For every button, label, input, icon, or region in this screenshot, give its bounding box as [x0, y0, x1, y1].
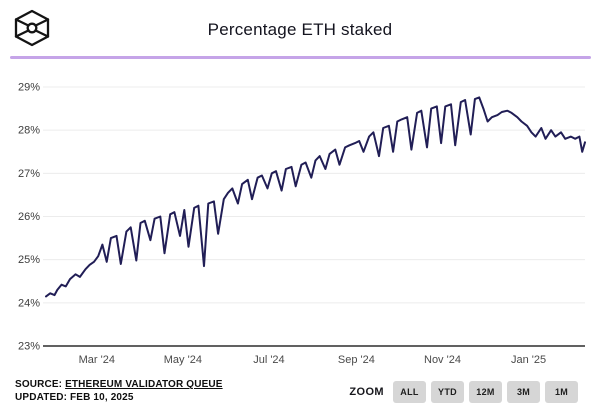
y-tick-label: 25%: [18, 254, 40, 266]
y-tick-label: 23%: [18, 341, 40, 353]
page-title: Percentage ETH staked: [207, 20, 393, 39]
eth-staked-line-chart[interactable]: 23% 24% 25% 26% 27% 28% 29% Mar '24 May '24 Jul '…: [0, 60, 600, 375]
zoom-controls: ZOOM ALL YTD 12M 3M 1M: [349, 381, 578, 403]
y-tick-label: 28%: [18, 125, 40, 137]
zoom-button-all[interactable]: ALL: [393, 381, 426, 403]
x-tick-label: Sep '24: [338, 354, 375, 366]
source-block: SOURCE: ETHEREUM VALIDATOR QUEUE UPDATED…: [15, 379, 223, 404]
y-tick-label: 24%: [18, 297, 40, 309]
x-tick-label: Jul '24: [253, 354, 284, 366]
header-divider: [10, 56, 591, 59]
y-tick-label: 26%: [18, 211, 40, 223]
x-tick-label: May '24: [164, 354, 202, 366]
zoom-label: ZOOM: [349, 386, 384, 398]
cube-logo-icon: [14, 9, 50, 47]
x-tick-label: Jan '25: [511, 354, 546, 366]
zoom-button-3m[interactable]: 3M: [507, 381, 540, 403]
updated-line: UPDATED: FEB 10, 2025: [15, 391, 134, 403]
x-tick-label: Mar '24: [79, 354, 115, 366]
chart-area[interactable]: 23% 24% 25% 26% 27% 28% 29% Mar '24 May '24 Jul '…: [0, 60, 600, 375]
zoom-button-1m[interactable]: 1M: [545, 381, 578, 403]
x-tick-label: Nov '24: [424, 354, 461, 366]
zoom-button-ytd[interactable]: YTD: [431, 381, 464, 403]
y-tick-label: 27%: [18, 168, 40, 180]
source-line: SOURCE: ETHEREUM VALIDATOR QUEUE: [15, 379, 223, 392]
eth-staked-series-line: [45, 96, 586, 298]
source-link[interactable]: ETHEREUM VALIDATOR QUEUE: [65, 379, 223, 390]
y-tick-label: 29%: [18, 82, 40, 94]
source-prefix: SOURCE:: [15, 379, 66, 390]
zoom-button-12m[interactable]: 12M: [469, 381, 502, 403]
